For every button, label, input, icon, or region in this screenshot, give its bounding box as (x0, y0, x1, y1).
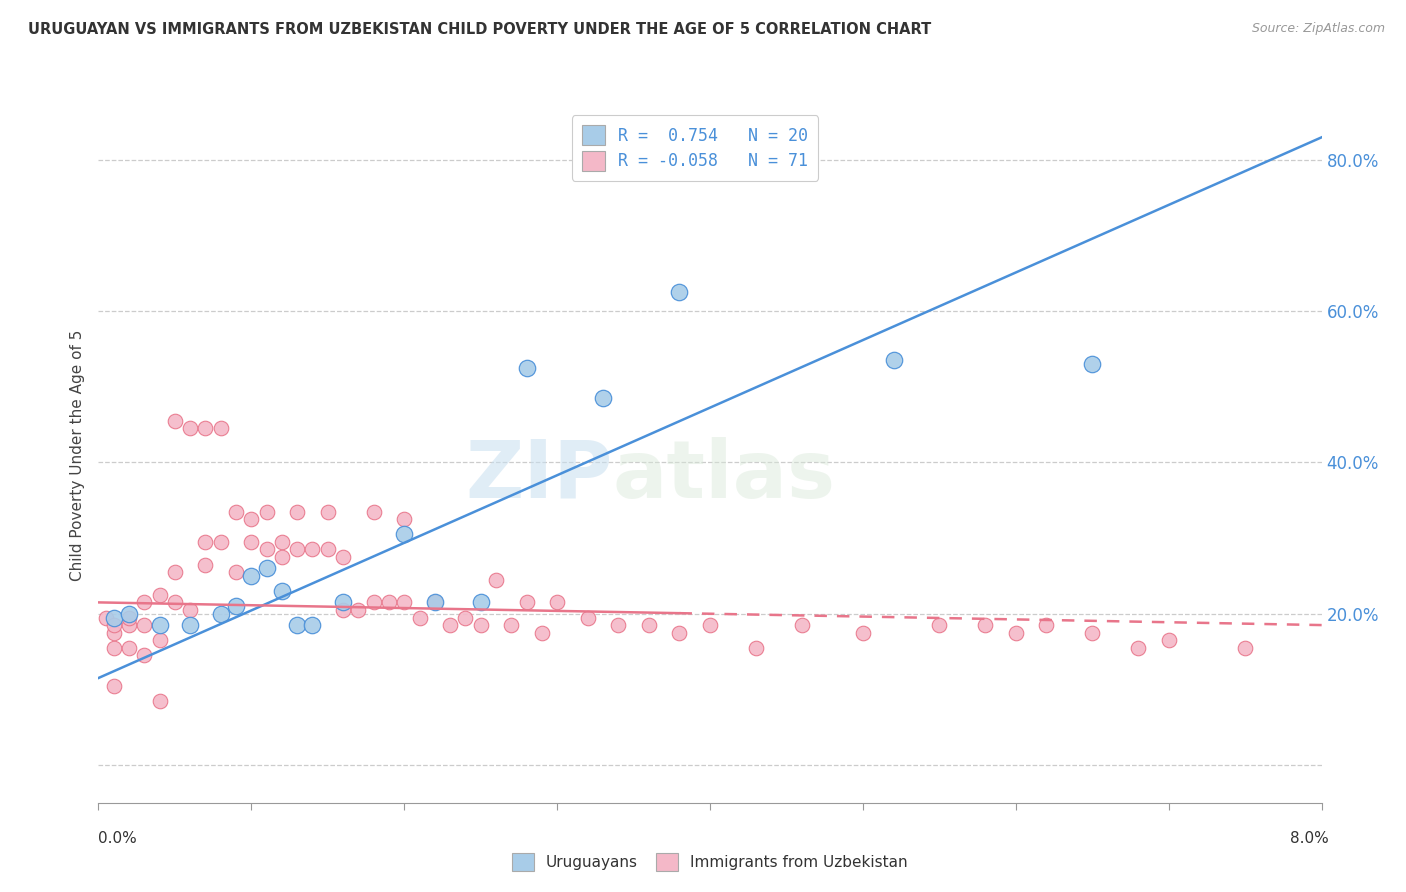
Text: 0.0%: 0.0% (98, 831, 138, 846)
Point (1081, 357, 1104, 371)
Point (607, 618, 630, 632)
Point (668, 625, 690, 640)
Point (285, 618, 308, 632)
Point (256, 542, 278, 557)
Point (392, 527, 416, 541)
Point (240, 512, 263, 526)
Point (637, 618, 661, 632)
Point (1128, 640, 1150, 655)
Point (240, 534, 263, 549)
Point (1004, 625, 1026, 640)
Point (194, 421, 217, 435)
Point (225, 599, 247, 614)
Point (270, 549, 294, 564)
Point (225, 565, 247, 579)
Point (301, 618, 323, 632)
Point (363, 595, 385, 609)
Point (149, 588, 172, 602)
Text: 8.0%: 8.0% (1289, 831, 1329, 846)
Point (745, 640, 768, 655)
Point (883, 353, 905, 368)
Point (470, 618, 492, 632)
Text: Source: ZipAtlas.com: Source: ZipAtlas.com (1251, 22, 1385, 36)
Point (285, 505, 308, 519)
Point (316, 505, 339, 519)
Point (928, 618, 950, 632)
Point (103, 640, 125, 655)
Point (118, 618, 141, 632)
Point (332, 595, 354, 609)
Point (134, 648, 156, 663)
Point (516, 361, 538, 376)
Point (209, 607, 232, 621)
Point (363, 505, 385, 519)
Point (439, 618, 461, 632)
Text: ZIP: ZIP (465, 437, 612, 515)
Point (270, 584, 294, 599)
Point (347, 603, 370, 617)
Point (668, 285, 690, 300)
Point (285, 542, 308, 557)
Point (546, 595, 568, 609)
Point (179, 603, 201, 617)
Point (516, 595, 538, 609)
Point (1081, 625, 1104, 640)
Point (134, 595, 156, 609)
Point (149, 694, 172, 708)
Point (163, 414, 186, 428)
Point (209, 421, 232, 435)
Point (1035, 618, 1057, 632)
Point (790, 618, 813, 632)
Point (699, 618, 721, 632)
Point (852, 625, 875, 640)
Point (103, 618, 125, 632)
Text: URUGUAYAN VS IMMIGRANTS FROM UZBEKISTAN CHILD POVERTY UNDER THE AGE OF 5 CORRELA: URUGUAYAN VS IMMIGRANTS FROM UZBEKISTAN … (28, 22, 931, 37)
Point (134, 618, 156, 632)
Point (103, 625, 125, 640)
Point (454, 610, 477, 624)
Point (530, 625, 553, 640)
Point (332, 603, 354, 617)
Point (118, 610, 141, 624)
Point (592, 391, 614, 405)
Point (163, 565, 186, 579)
Point (392, 595, 416, 609)
Text: atlas: atlas (612, 437, 835, 515)
Point (501, 618, 523, 632)
Point (118, 640, 141, 655)
Point (149, 618, 172, 632)
Point (179, 618, 201, 632)
Point (1157, 633, 1180, 648)
Legend: Uruguayans, Immigrants from Uzbekistan: Uruguayans, Immigrants from Uzbekistan (505, 846, 915, 879)
Point (194, 558, 217, 572)
Point (378, 595, 401, 609)
Point (332, 549, 354, 564)
Y-axis label: Child Poverty Under the Age of 5: Child Poverty Under the Age of 5 (70, 329, 86, 581)
Point (974, 618, 997, 632)
Point (423, 595, 446, 609)
Point (103, 610, 125, 624)
Point (240, 569, 263, 583)
Point (103, 679, 125, 693)
Point (149, 633, 172, 648)
Point (179, 421, 201, 435)
Point (485, 573, 508, 587)
Point (225, 505, 247, 519)
Point (256, 561, 278, 575)
Point (270, 534, 294, 549)
Point (256, 505, 278, 519)
Point (163, 595, 186, 609)
Point (576, 610, 599, 624)
Point (1234, 640, 1257, 655)
Point (194, 534, 217, 549)
Point (94, 610, 117, 624)
Point (470, 595, 492, 609)
Point (301, 542, 323, 557)
Point (118, 607, 141, 621)
Point (423, 595, 446, 609)
Point (209, 534, 232, 549)
Point (316, 542, 339, 557)
Point (392, 512, 416, 526)
Point (408, 610, 430, 624)
